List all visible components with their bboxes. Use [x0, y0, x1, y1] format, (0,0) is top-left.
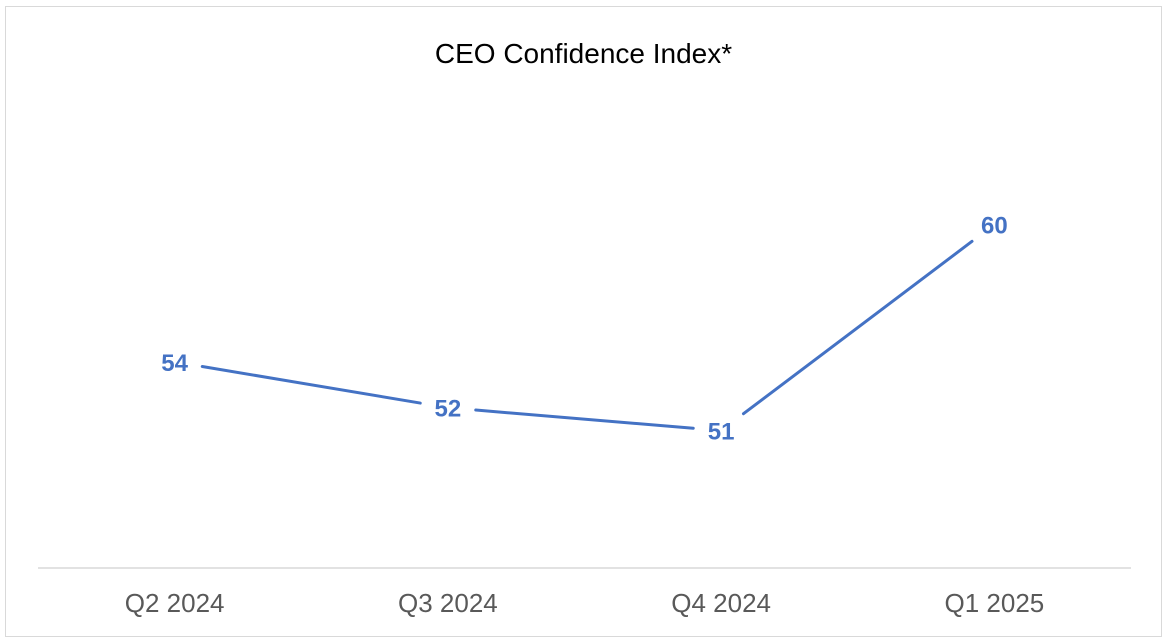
data-label: 60: [981, 213, 1008, 240]
x-tick-label: Q4 2024: [671, 588, 771, 618]
series-line-segment: [741, 239, 974, 416]
x-tick-layer: Q2 2024 Q3 2024 Q4 2024 Q1 2025: [125, 588, 1045, 618]
data-label: 54: [161, 350, 188, 377]
data-label: 52: [435, 396, 462, 423]
series-layer: [200, 239, 974, 430]
chart-title: CEO Confidence Index*: [434, 38, 733, 69]
series-line-segment: [200, 365, 422, 405]
x-tick-label: Q3 2024: [398, 588, 498, 618]
chart-frame: CEO Confidence Index*: [5, 6, 1162, 637]
x-tick-label: Q2 2024: [125, 588, 225, 618]
x-tick-label: Q1 2025: [945, 588, 1045, 618]
data-label: 51: [708, 419, 735, 446]
series-line-segment: [474, 408, 695, 430]
data-label-layer: 54 52 51 60: [161, 213, 1007, 446]
